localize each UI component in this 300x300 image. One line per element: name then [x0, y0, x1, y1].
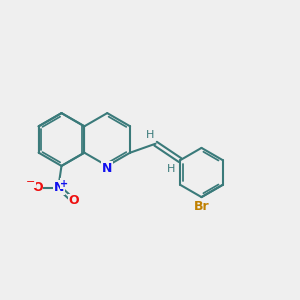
Text: Br: Br: [194, 200, 209, 213]
Text: O: O: [69, 194, 80, 208]
Text: N: N: [54, 181, 64, 194]
Text: +: +: [60, 179, 68, 189]
Text: H: H: [146, 130, 154, 140]
Text: −: −: [26, 177, 36, 187]
Text: H: H: [167, 164, 175, 174]
Text: N: N: [102, 161, 112, 175]
Text: O: O: [32, 181, 43, 194]
